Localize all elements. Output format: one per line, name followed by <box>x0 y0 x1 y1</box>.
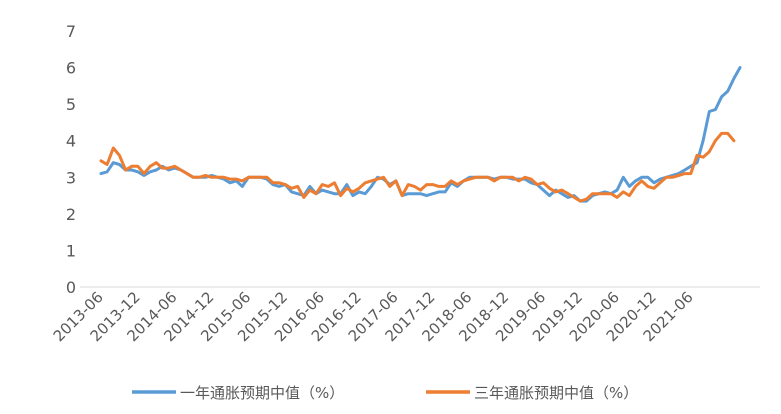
y-tick-label: 7 <box>66 22 76 41</box>
series-lines <box>99 66 742 203</box>
y-tick-label: 6 <box>66 59 76 78</box>
y-tick-label: 0 <box>66 278 76 297</box>
series-line-2 <box>99 131 736 203</box>
y-tick-label: 1 <box>66 241 76 260</box>
y-tick-label: 4 <box>66 132 76 151</box>
y-axis-ticks: 0 1 2 3 4 5 6 7 <box>66 22 76 297</box>
x-axis-ticks: 2013-062013-122014-062014-122015-062015-… <box>50 288 697 345</box>
y-tick-label: 5 <box>66 95 76 114</box>
legend: 一年通胀预期中值（%） 三年通胀预期中值（%） <box>132 384 638 402</box>
legend-label-2: 三年通胀预期中值（%） <box>474 384 638 402</box>
legend-label-1: 一年通胀预期中值（%） <box>180 384 344 402</box>
y-tick-label: 2 <box>66 205 76 224</box>
series-line-1 <box>99 66 742 203</box>
y-tick-label: 3 <box>66 168 76 187</box>
